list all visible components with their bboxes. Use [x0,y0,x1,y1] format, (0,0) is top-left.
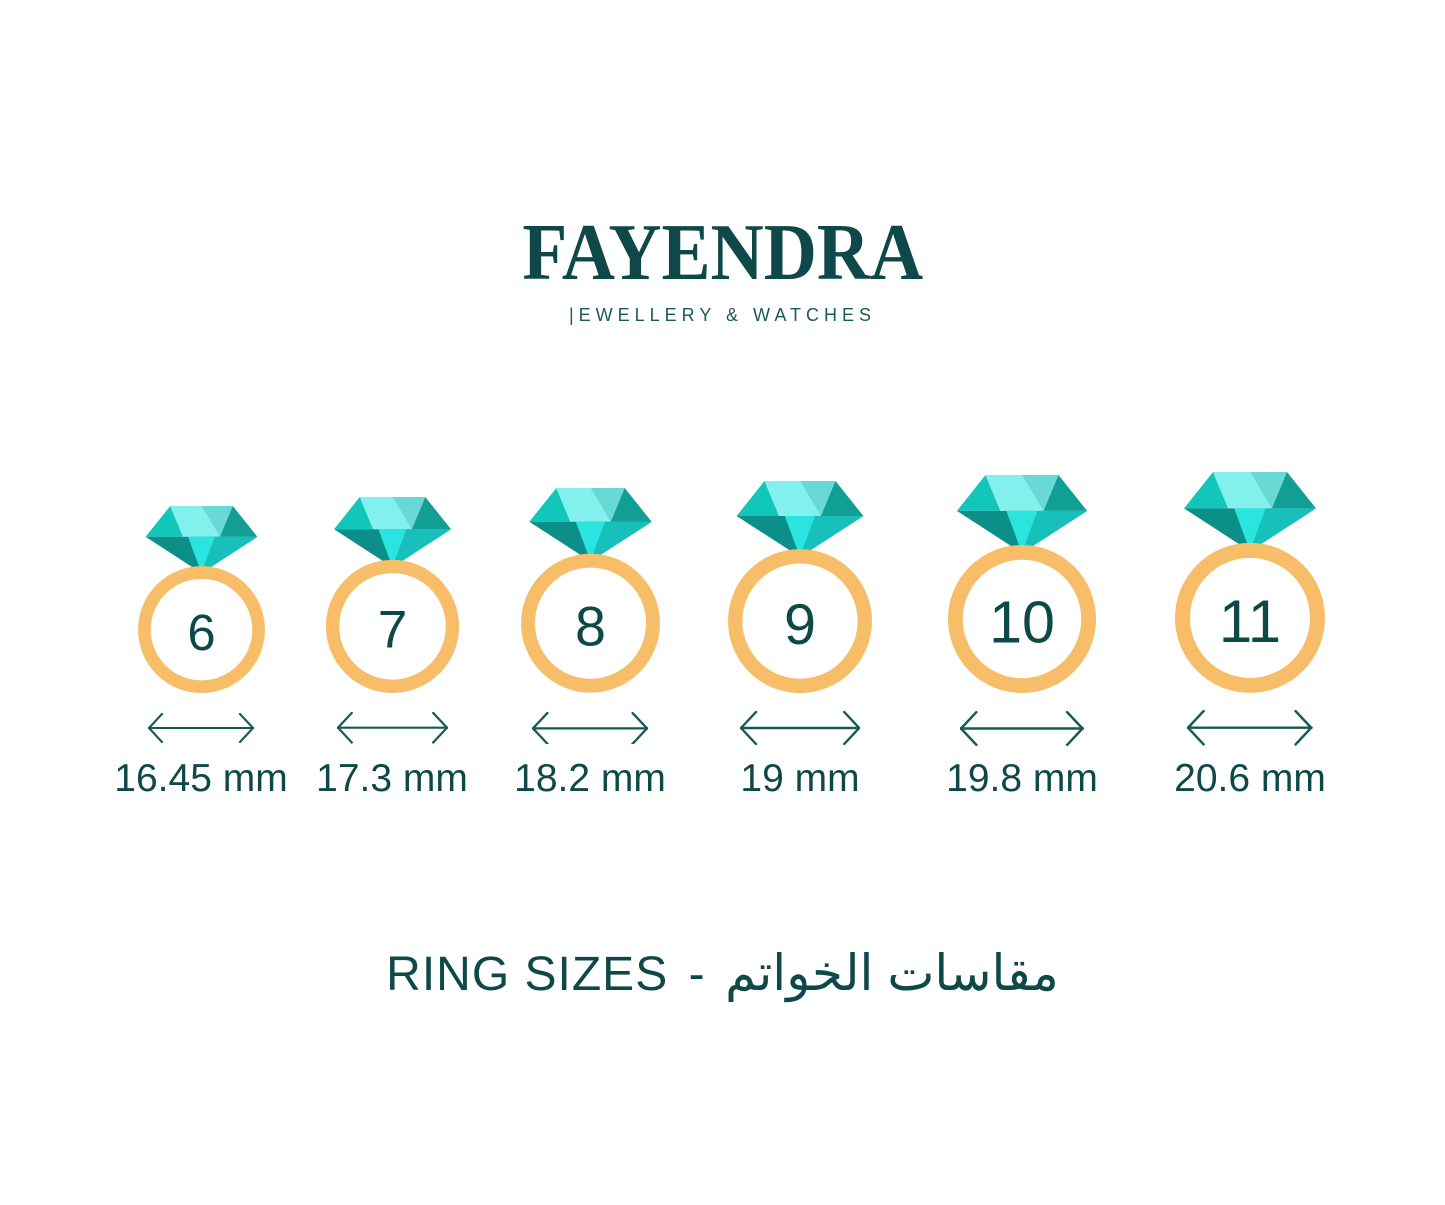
svg-text:9: 9 [784,593,816,657]
svg-text:10: 10 [989,589,1055,656]
svg-text:6: 6 [187,604,215,661]
svg-text:8: 8 [575,596,606,658]
svg-text:7: 7 [377,601,407,660]
svg-text:11: 11 [1219,588,1281,655]
